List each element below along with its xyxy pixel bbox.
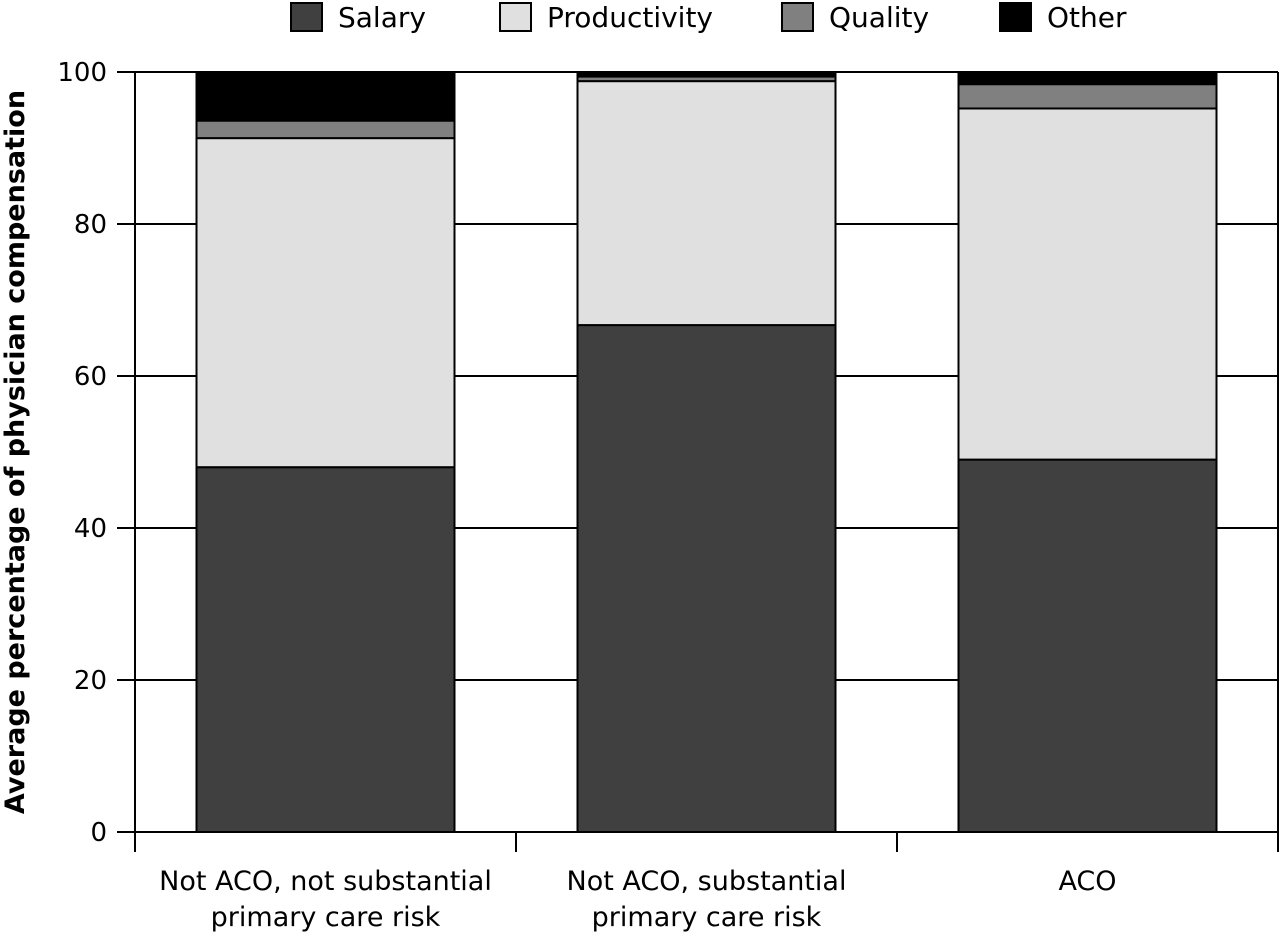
bar-salary-2 [576,324,837,833]
category-label-1-line-2: primary care risk [211,902,441,933]
category-label-2-line-1: Not ACO, substantial [567,866,847,897]
legend: Salary Productivity Quality Other [290,1,1127,34]
legend-swatch-quality [781,2,814,32]
legend-swatch-productivity [499,2,532,32]
category-label-3-line-1: ACO [1058,866,1116,897]
y-tick-label-40: 40 [74,514,107,544]
bar-productivity-3 [957,107,1218,461]
legend-label-other: Other [1047,1,1127,34]
bar-other-1 [195,71,456,122]
y-tick-label-60: 60 [74,362,107,392]
legend-swatch-other [999,2,1032,32]
legend-swatch-salary [290,2,323,32]
y-axis-title: Average percentage of physician compensa… [0,90,31,814]
y-tick-label-100: 100 [57,58,107,88]
legend-label-productivity: Productivity [547,1,713,34]
y-tick-label-80: 80 [74,210,107,240]
bar-salary-1 [195,466,456,833]
axes [117,71,1279,852]
x-category-labels: Not ACO, not substantial primary care ris… [159,866,1116,933]
bar-salary-3 [957,458,1218,833]
bar-other-2 [576,71,837,78]
category-label-1-line-1: Not ACO, not substantial [159,866,492,897]
y-tick-label-20: 20 [74,666,107,696]
y-tick-label-0: 0 [90,818,107,848]
y-tick-labels: 0 20 40 60 80 100 [57,58,107,848]
bar-quality-3 [957,83,1218,110]
bar-productivity-2 [576,80,837,327]
category-label-2-line-2: primary care risk [592,902,822,933]
bar-quality-1 [195,119,456,140]
bar-productivity-1 [195,137,456,469]
legend-label-quality: Quality [829,1,929,34]
bars [195,71,1218,833]
legend-label-salary: Salary [338,1,426,34]
bar-other-3 [957,71,1218,86]
